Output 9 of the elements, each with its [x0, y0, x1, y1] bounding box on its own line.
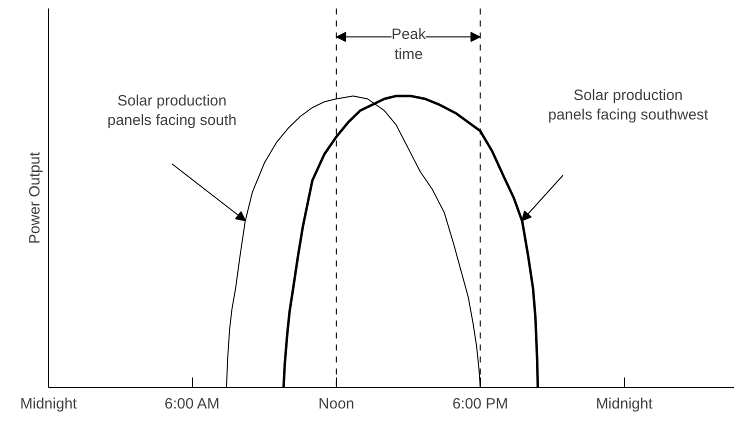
x-tick-label: 6:00 PM — [452, 396, 508, 412]
y-axis-title: Power Output — [26, 151, 44, 244]
annotation: Solar production panels facing southwest — [548, 86, 710, 124]
x-tick-label: 6:00 AM — [164, 396, 220, 412]
annotation: Solar production panels facing south — [107, 92, 237, 130]
text: Peak time — [392, 26, 426, 63]
x-tick-label: Midnight — [596, 396, 654, 412]
x-tick-label: Noon — [318, 396, 354, 412]
x-tick-label: Midnight — [20, 396, 78, 412]
